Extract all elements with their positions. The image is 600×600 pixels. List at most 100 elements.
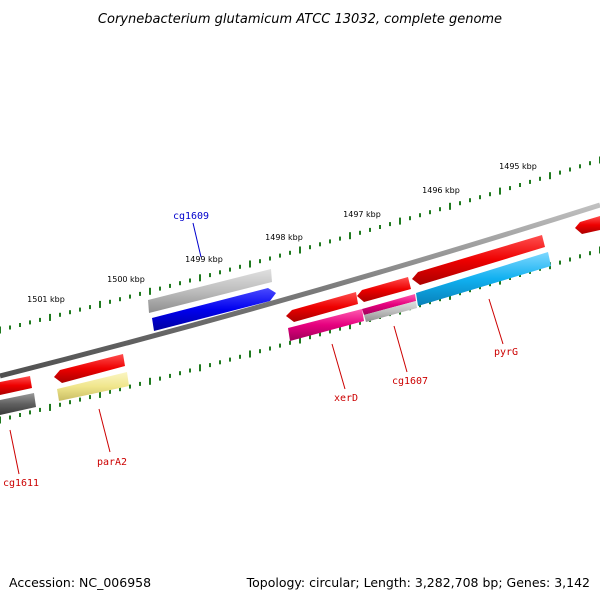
inner-tick	[579, 254, 581, 259]
inner-tick	[99, 390, 101, 398]
outer-tick	[0, 326, 1, 334]
inner-tick	[169, 373, 171, 378]
outer-tick	[279, 253, 281, 258]
ruler-labels: 1495 kbp 1496 kbp 1497 kbp 1498 kbp 1499…	[27, 162, 537, 304]
label-cg1611[interactable]: cg1611	[3, 478, 39, 489]
genome-summary-text: Topology: circular; Length: 3,282,708 bp…	[246, 575, 590, 590]
inner-tick	[59, 402, 61, 407]
label-parA2[interactable]: parA2	[97, 457, 127, 468]
inner-tick	[289, 340, 291, 345]
outer-tick	[569, 167, 571, 172]
label-cg1607[interactable]: cg1607	[392, 376, 428, 387]
inner-tick	[209, 363, 211, 368]
outer-tick	[439, 207, 441, 212]
inner-tick	[9, 415, 11, 420]
outer-tick	[509, 186, 511, 191]
lower-gene-track	[0, 252, 551, 415]
genome-backbone	[0, 202, 600, 379]
outer-tick	[319, 242, 321, 247]
inner-tick	[189, 368, 191, 373]
leader-cg1607	[393, 325, 408, 373]
label-pyrG[interactable]: pyrG	[494, 347, 518, 358]
inner-tick	[159, 376, 161, 381]
inner-tick	[89, 395, 91, 400]
outer-tick	[289, 250, 291, 255]
inner-tick	[589, 251, 591, 256]
gene-red-a[interactable]	[286, 292, 358, 322]
gene-cg1607[interactable]	[362, 294, 416, 315]
inner-tick	[319, 332, 321, 337]
outer-tick	[389, 222, 391, 227]
inner-tick	[249, 350, 251, 358]
outer-tick	[539, 176, 541, 181]
outer-tick	[399, 217, 401, 225]
upper-gene-track	[0, 216, 600, 395]
outer-tick	[329, 239, 331, 244]
outer-tick	[489, 192, 491, 197]
outer-tick	[139, 291, 141, 296]
inner-tick	[559, 260, 561, 265]
outer-tick	[559, 170, 561, 175]
leader-pyrG	[488, 298, 504, 345]
outer-tick	[239, 264, 241, 269]
gene-red-c[interactable]	[412, 235, 545, 285]
outer-tick	[459, 201, 461, 206]
ruler-label-1500: 1500 kbp	[107, 275, 145, 284]
gene-red-left-edge[interactable]	[0, 376, 32, 395]
inner-tick	[149, 377, 151, 385]
outer-tick	[59, 312, 61, 317]
ruler-label-1498: 1498 kbp	[265, 233, 303, 242]
map-title: Corynebacterium glutamicum ATCC 13032, c…	[98, 12, 502, 27]
gene-labels: cg1609 xerD cg1607 pyrG parA2 cg1611	[3, 211, 518, 489]
inner-tick	[219, 360, 221, 365]
outer-tick	[429, 210, 431, 215]
outer-tick	[209, 273, 211, 278]
gene-cg1609[interactable]	[152, 288, 276, 331]
outer-tick	[369, 227, 371, 232]
gene-xerD[interactable]	[288, 309, 364, 341]
outer-tick	[119, 297, 121, 302]
ruler-label-1497: 1497 kbp	[343, 210, 381, 219]
inner-tick	[339, 326, 341, 331]
gene-pyrG[interactable]	[416, 252, 551, 306]
inner-tick	[309, 335, 311, 340]
leader-cg1609	[192, 222, 202, 258]
outer-tick	[69, 310, 71, 315]
gene-red-b[interactable]	[357, 277, 411, 302]
inner-tick	[109, 389, 111, 394]
outer-tick	[349, 232, 351, 240]
inner-tick	[299, 336, 301, 344]
outer-tick	[79, 307, 81, 312]
outer-tick	[499, 187, 501, 195]
outer-tick	[109, 299, 111, 304]
outer-tick	[419, 213, 421, 218]
outer-tick	[219, 270, 221, 275]
gene-red-left[interactable]	[54, 354, 125, 383]
outer-tick	[189, 278, 191, 283]
outer-tick	[179, 281, 181, 286]
outer-tick	[529, 179, 531, 184]
inner-tick	[359, 320, 361, 325]
inner-tick	[79, 397, 81, 402]
label-cg1609[interactable]: cg1609	[173, 211, 209, 222]
inner-tick	[279, 343, 281, 348]
gene-red-edge-right[interactable]	[575, 216, 600, 234]
outer-tick	[129, 294, 131, 299]
outer-tick	[409, 216, 411, 221]
outer-tick	[359, 230, 361, 235]
inner-tick	[269, 346, 271, 351]
ruler-label-1499: 1499 kbp	[185, 255, 223, 264]
outer-tick	[29, 320, 31, 325]
outer-tick-ruler	[0, 156, 600, 334]
gene-cg1607-gray[interactable]	[364, 301, 417, 322]
label-xerD[interactable]: xerD	[334, 393, 358, 404]
gene-cg1611[interactable]	[0, 393, 36, 415]
gene-gray-upper[interactable]	[148, 269, 272, 313]
inner-tick	[229, 357, 231, 362]
inner-tick	[119, 387, 121, 392]
gene-parA2[interactable]	[57, 372, 129, 401]
outer-tick	[579, 164, 581, 169]
ruler-label-1496: 1496 kbp	[422, 186, 460, 195]
accession-text: Accession: NC_006958	[9, 575, 151, 590]
